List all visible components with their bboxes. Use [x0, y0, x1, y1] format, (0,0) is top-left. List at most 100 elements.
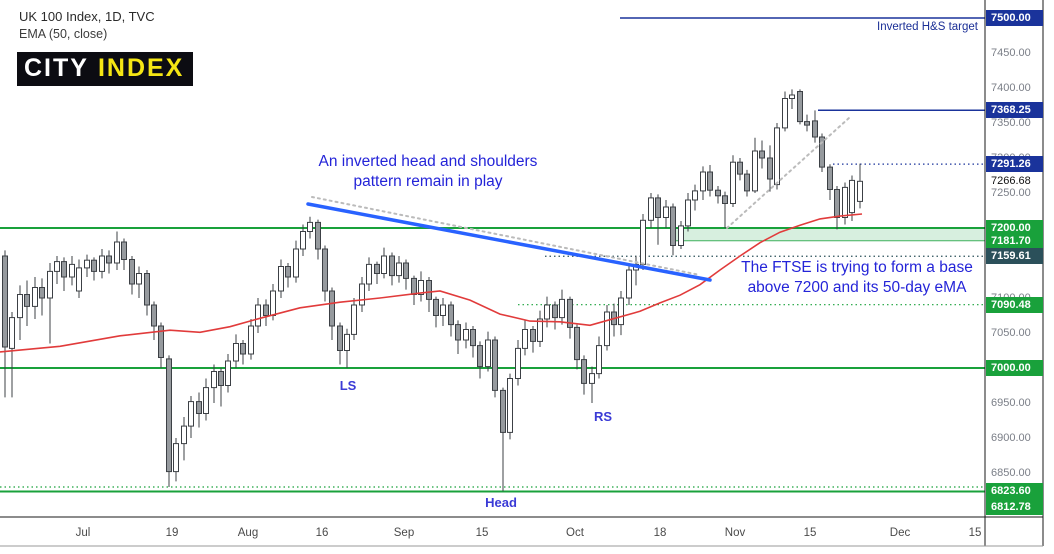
price-label-7250.00: 7250.00	[991, 187, 1031, 199]
candle-body	[463, 329, 469, 341]
candle-body	[507, 378, 513, 433]
candle-body	[114, 241, 120, 264]
candle-body	[692, 190, 698, 201]
time-label-Jul: Jul	[75, 527, 91, 539]
annotation-ftse-base-line1: The FTSE is trying to form a base	[741, 259, 973, 276]
candle-body	[685, 199, 691, 227]
candle-body	[151, 304, 157, 327]
candle-body	[640, 219, 646, 265]
candle-body	[54, 261, 60, 272]
annotation-inverted-hs-line1: An inverted head and shoulders	[318, 153, 538, 170]
time-label-15: 15	[475, 527, 489, 539]
time-label-Dec: Dec	[889, 527, 911, 539]
candle-body	[789, 94, 795, 99]
candle-body	[759, 150, 765, 159]
candle-body	[203, 387, 209, 415]
price-label-7181.70: 7181.70	[986, 232, 1043, 249]
candle-body	[76, 267, 82, 292]
candle-body	[389, 255, 395, 277]
candle-body	[626, 269, 632, 299]
annotation-ftse-base-line2: above 7200 and its 50-day eMA	[747, 278, 967, 296]
candle-body	[567, 298, 573, 328]
annotation-ftse-base: The FTSE is trying to form a base above …	[706, 258, 1008, 297]
candle-body	[707, 171, 713, 191]
candle-body	[381, 255, 387, 274]
candle-body	[225, 360, 231, 386]
price-label-6950.00: 6950.00	[991, 397, 1031, 409]
candle-body	[500, 389, 506, 433]
time-label-19: 19	[165, 527, 179, 539]
candle-body	[522, 329, 528, 349]
price-label-7368.25: 7368.25	[986, 102, 1043, 119]
candle-body	[61, 261, 67, 278]
price-label-7000.00: 7000.00	[986, 360, 1043, 376]
candle-body	[403, 262, 409, 279]
candle-body	[173, 443, 179, 473]
candle-body	[158, 325, 164, 358]
time-label-18: 18	[653, 527, 667, 539]
candle-body	[448, 304, 454, 326]
candle-body	[211, 371, 217, 389]
price-label-7159.61: 7159.61	[986, 248, 1043, 265]
candle-body	[440, 304, 446, 316]
price-label-7350.00: 7350.00	[991, 117, 1031, 129]
candle-body	[857, 180, 863, 202]
candle-body	[655, 197, 661, 218]
candle-body	[492, 339, 498, 391]
candle-body	[618, 297, 624, 326]
candle-body	[91, 259, 97, 272]
indicator-label[interactable]: EMA (50, close)	[19, 27, 108, 41]
candle-body	[722, 195, 728, 205]
candle-body	[188, 401, 194, 427]
candle-body	[270, 290, 276, 316]
annotation-inverted-hs-line2: pattern remain in play	[353, 172, 503, 190]
price-label-6900.00: 6900.00	[991, 432, 1031, 444]
logo-city-text: CITY	[24, 54, 89, 82]
candle-body	[670, 206, 676, 246]
candle-body	[470, 329, 476, 347]
time-label-16: 16	[315, 527, 329, 539]
price-label-7400.00: 7400.00	[991, 82, 1031, 94]
candle-body	[700, 171, 706, 192]
neckline-blue[interactable]	[306, 202, 712, 282]
candle-body	[315, 221, 321, 250]
candle-body	[574, 326, 580, 361]
candle-body	[544, 304, 550, 320]
support-zone-7200-7181	[671, 227, 986, 242]
left-shoulder-label: LS	[339, 378, 357, 393]
candle-body	[329, 290, 335, 327]
candle-body	[240, 343, 246, 355]
candle-body	[812, 120, 818, 138]
candle-body	[106, 255, 112, 264]
candle-body	[767, 157, 773, 180]
candle-body	[455, 324, 461, 341]
price-label-7090.48: 7090.48	[986, 296, 1043, 313]
candle-body	[433, 298, 439, 316]
price-label-6850.00: 6850.00	[991, 467, 1031, 479]
time-label-Sep: Sep	[393, 527, 415, 539]
candle-body	[530, 329, 536, 342]
candle-body	[9, 317, 15, 349]
candle-body	[136, 273, 142, 285]
ema-50-line	[0, 213, 863, 353]
head-label: Head	[485, 495, 517, 510]
time-label-Nov: Nov	[724, 527, 746, 539]
symbol-title[interactable]: UK 100 Index, 1D, TVC	[19, 9, 155, 24]
candle-body	[181, 425, 187, 445]
candle-body	[32, 287, 38, 307]
neckline-dotted[interactable]	[311, 196, 701, 276]
candle-body	[715, 189, 721, 197]
time-label-Oct: Oct	[566, 527, 584, 539]
candle-body	[663, 206, 669, 218]
candle-body	[337, 325, 343, 351]
candle-body	[144, 273, 150, 306]
candle-body	[552, 304, 558, 319]
candle-body	[418, 280, 424, 295]
candle-body	[24, 294, 30, 307]
time-label-15: 15	[803, 527, 817, 539]
candle-body	[581, 359, 587, 384]
candle-body	[366, 263, 372, 285]
candle-body	[263, 304, 269, 316]
